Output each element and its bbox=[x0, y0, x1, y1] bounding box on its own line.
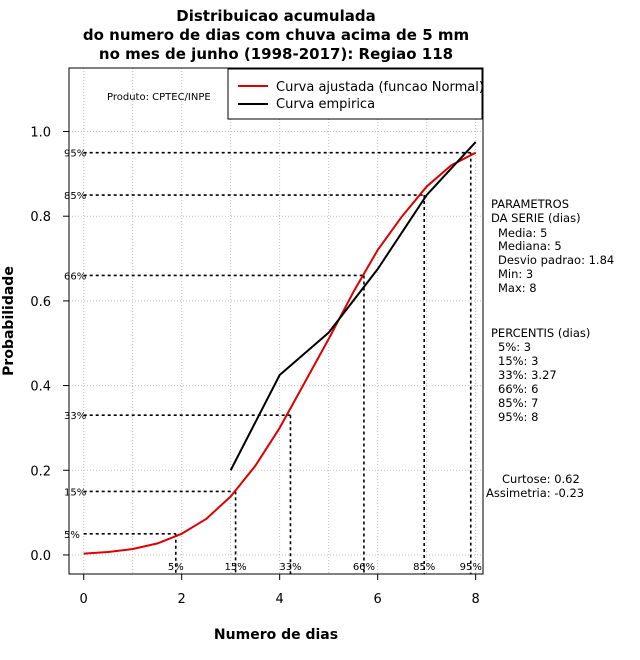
y-tick-label-4: 0.8 bbox=[30, 210, 51, 225]
parametros-max: Max: 8 bbox=[498, 281, 537, 295]
percentis-15: 15%: 3 bbox=[498, 354, 538, 368]
x-axis-label: Numero de dias bbox=[214, 627, 338, 643]
percentile-left-label-2: 33% bbox=[64, 411, 86, 422]
x-tick-label-2: 4 bbox=[276, 592, 284, 607]
chart-title-line-1: Distribuicao acumulada bbox=[176, 7, 375, 25]
assimetria-value: Assimetria: -0.23 bbox=[486, 486, 584, 500]
percentis-95: 95%: 8 bbox=[498, 410, 538, 424]
y-tick-label-1: 0.2 bbox=[30, 464, 51, 479]
product-annotation: Produto: CPTEC/INPE bbox=[107, 92, 211, 103]
y-axis-label: Probabilidade bbox=[1, 266, 17, 376]
y-tick-label-0: 0.0 bbox=[30, 549, 51, 564]
legend-box bbox=[227, 68, 483, 120]
x-tick-label-3: 6 bbox=[374, 592, 382, 607]
parametros-mediana: Mediana: 5 bbox=[498, 239, 562, 253]
parametros-heading-2: DA SERIE (dias) bbox=[491, 211, 581, 225]
percentile-bottom-label-2: 33% bbox=[279, 562, 301, 573]
percentile-left-label-3: 66% bbox=[64, 271, 86, 282]
legend: Curva ajustada (funcao Normal) Curva emp… bbox=[227, 68, 484, 120]
percentis-85: 85%: 7 bbox=[498, 396, 538, 410]
axes: 0 2 4 6 8 0.0 0.2 0.4 0.6 0.8 1.0 bbox=[30, 126, 479, 607]
percentis-5: 5%: 3 bbox=[498, 340, 531, 354]
parametros-desvio: Desvio padrao: 1.84 bbox=[498, 253, 614, 267]
percentile-bottom-label-0: 5% bbox=[168, 562, 184, 573]
legend-label-empirical: Curva empirica bbox=[276, 97, 375, 112]
x-tick-label-4: 8 bbox=[472, 592, 480, 607]
curtose-value: Curtose: 0.62 bbox=[502, 472, 580, 486]
series-fitted-normal-line bbox=[83, 151, 477, 555]
percentile-left-label-1: 15% bbox=[64, 487, 86, 498]
percentis-33: 33%: 3.27 bbox=[498, 368, 557, 382]
x-tick-label-1: 2 bbox=[178, 592, 186, 607]
percentile-bottom-label-4: 85% bbox=[413, 562, 435, 573]
chart-title-line-3: no mes de junho (1998-2017): Regiao 118 bbox=[99, 45, 453, 63]
plot-frame bbox=[68, 67, 484, 575]
grid-lines bbox=[69, 68, 483, 574]
legend-label-fitted: Curva ajustada (funcao Normal) bbox=[276, 80, 484, 95]
parametros-media: Media: 5 bbox=[498, 226, 547, 240]
y-tick-label-5: 1.0 bbox=[30, 126, 51, 141]
percentis-heading: PERCENTIS (dias) bbox=[491, 326, 590, 340]
percentile-left-label-4: 85% bbox=[64, 191, 86, 202]
percentile-bottom-label-5: 95% bbox=[460, 562, 482, 573]
data-series bbox=[83, 141, 477, 555]
percentile-left-label-0: 5% bbox=[64, 530, 80, 541]
x-tick-label-0: 0 bbox=[80, 592, 88, 607]
percentis-66: 66%: 6 bbox=[498, 382, 538, 396]
percentile-guide-lines bbox=[83, 151, 472, 574]
y-tick-label-2: 0.4 bbox=[30, 380, 51, 395]
parametros-min: Min: 3 bbox=[498, 267, 533, 281]
series-empirical-line bbox=[229, 141, 477, 471]
percentile-left-label-5: 95% bbox=[64, 149, 86, 160]
percentile-bottom-label-1: 15% bbox=[224, 562, 246, 573]
parametros-heading-1: PARAMETROS bbox=[491, 197, 569, 211]
y-tick-label-3: 0.6 bbox=[30, 295, 51, 310]
chart-title-line-2: do numero de dias com chuva acima de 5 m… bbox=[83, 26, 469, 44]
percentile-bottom-label-3: 66% bbox=[353, 562, 375, 573]
percentile-labels: 5% 5% 15% 15% 33% 33% 66% 66% 85% 85% 95% 95% bbox=[64, 149, 482, 573]
